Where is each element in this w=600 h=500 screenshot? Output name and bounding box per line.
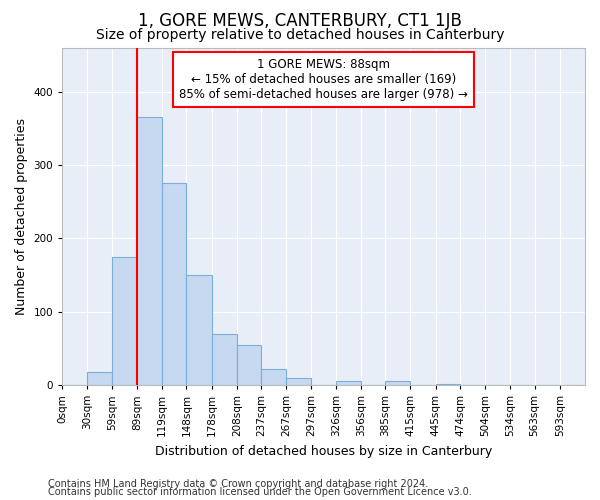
- Bar: [112, 256, 137, 385]
- Text: Contains public sector information licensed under the Open Government Licence v3: Contains public sector information licen…: [48, 487, 472, 497]
- Bar: [187, 275, 212, 385]
- Bar: [336, 382, 361, 385]
- Y-axis label: Number of detached properties: Number of detached properties: [15, 118, 28, 315]
- X-axis label: Distribution of detached houses by size in Canterbury: Distribution of detached houses by size …: [155, 444, 492, 458]
- Bar: [261, 369, 286, 385]
- Bar: [137, 117, 162, 385]
- Text: 1, GORE MEWS, CANTERBURY, CT1 1JB: 1, GORE MEWS, CANTERBURY, CT1 1JB: [138, 12, 462, 30]
- Text: Contains HM Land Registry data © Crown copyright and database right 2024.: Contains HM Land Registry data © Crown c…: [48, 479, 428, 489]
- Bar: [286, 378, 311, 385]
- Bar: [436, 384, 460, 385]
- Bar: [162, 183, 187, 385]
- Bar: [88, 372, 112, 385]
- Text: 1 GORE MEWS: 88sqm
← 15% of detached houses are smaller (169)
85% of semi-detach: 1 GORE MEWS: 88sqm ← 15% of detached hou…: [179, 58, 468, 100]
- Bar: [385, 380, 410, 385]
- Text: Size of property relative to detached houses in Canterbury: Size of property relative to detached ho…: [96, 28, 504, 42]
- Bar: [237, 344, 261, 385]
- Bar: [212, 334, 237, 385]
